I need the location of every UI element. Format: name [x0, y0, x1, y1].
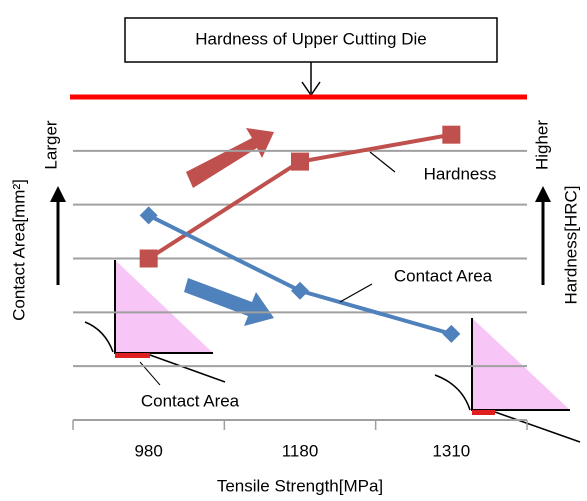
y2-direction-label: Higher [532, 120, 551, 170]
series-label: Contact Area [394, 266, 493, 285]
contact-area-hatch [472, 410, 495, 415]
contact-area-hatch [115, 353, 150, 358]
series-label: Hardness [424, 164, 497, 183]
sheet-line [85, 322, 113, 352]
chart-title: Hardness of Upper Cutting Die [195, 29, 427, 48]
marker [442, 325, 460, 343]
leader-line [340, 284, 372, 302]
direction-arrow-head [535, 186, 551, 202]
marker [291, 153, 309, 171]
marker [140, 250, 158, 268]
y2-axis-label: Hardness[HRC] [561, 185, 580, 304]
x-tick-label: 980 [134, 441, 162, 460]
leader-line [370, 152, 395, 172]
direction-arrow-head [50, 186, 66, 202]
x-tick-label: 1180 [282, 441, 319, 460]
y-axis-label: Contact Area[mm²] [9, 179, 28, 321]
marker [291, 282, 309, 300]
y-direction-label: Larger [41, 120, 60, 169]
sheet-line [495, 412, 580, 442]
annotation: Contact Area [141, 391, 240, 410]
x-axis-label: Tensile Strength[MPa] [217, 476, 383, 495]
trend-arrow [186, 128, 274, 188]
trend-arrow [184, 278, 274, 326]
marker [442, 126, 460, 144]
sheet-line [150, 355, 225, 382]
chart: Hardness of Upper Cutting Die Contact Ar… [0, 0, 587, 501]
die-sketch [115, 260, 213, 353]
marker [140, 206, 158, 224]
die-sketch [472, 318, 570, 410]
x-tick-label: 1310 [432, 441, 470, 460]
sheet-line [435, 375, 470, 410]
